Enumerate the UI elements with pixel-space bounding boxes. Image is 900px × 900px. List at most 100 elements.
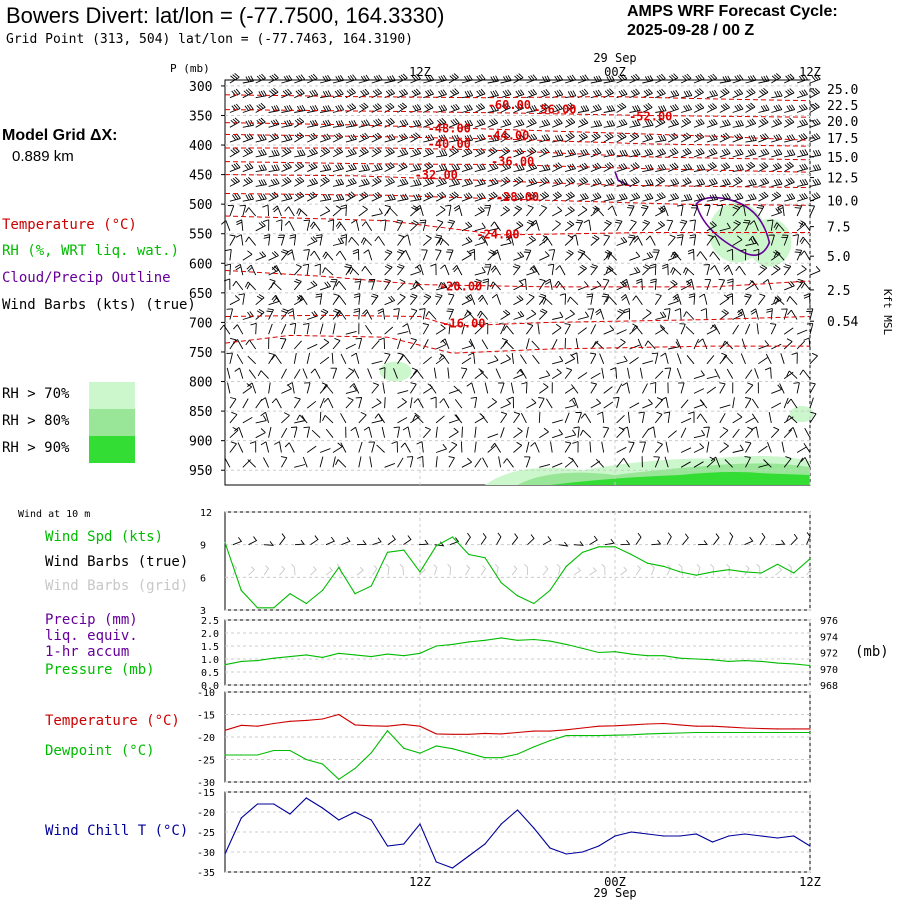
wind-barb: [629, 357, 639, 365]
wind-barb: [229, 295, 240, 306]
wind-barb-true: [263, 541, 274, 546]
temperature-tick-label: -25: [197, 756, 215, 767]
wind-barb: [660, 326, 669, 335]
wind-barb: [434, 293, 443, 305]
wind-barb: [461, 74, 473, 84]
wind-barb: [750, 426, 759, 438]
wind-barb: [303, 322, 310, 335]
wind-barb: [526, 398, 537, 409]
wind-barb: [242, 176, 253, 187]
dewpoint-line-point: [809, 731, 811, 734]
wind-barb: [358, 88, 370, 99]
wind-barb: [500, 354, 511, 365]
wind-barb: [603, 325, 615, 335]
wind-barb: [762, 279, 772, 291]
temperature-contour-label: -52.00: [629, 110, 672, 124]
wind-barb: [668, 104, 679, 113]
dewpoint-line-point: [760, 731, 762, 734]
wind-barb: [277, 234, 285, 246]
pressure-line-point: [565, 643, 567, 646]
wind-chill-line-point: [809, 845, 811, 847]
dewpoint-line-point: [484, 757, 486, 759]
wind-barb: [564, 400, 577, 409]
wind-barb: [552, 355, 564, 365]
wind-barb-true: [806, 532, 811, 545]
wind-barb: [307, 280, 318, 291]
wind-barb: [397, 293, 406, 306]
wind-10m-title: Wind at 10 m: [18, 509, 91, 520]
wind-barb: [474, 163, 486, 173]
wind-barb: [454, 399, 463, 409]
wind-barb: [448, 88, 460, 99]
wind-barb: [784, 134, 796, 143]
wind-barb: [268, 178, 280, 187]
wind-barb: [784, 88, 795, 99]
wind-barb: [302, 368, 308, 379]
dewpoint-line-point: [744, 731, 746, 734]
wind-barb: [448, 293, 455, 305]
wind-speed-line-point: [435, 545, 437, 547]
wind-barb: [530, 219, 540, 231]
wind-barb: [616, 73, 628, 84]
wind-barb: [271, 354, 282, 365]
wind-barb: [706, 103, 718, 113]
wind-barb: [229, 176, 240, 187]
wind-barb-true: [558, 541, 569, 547]
wind-barb: [685, 326, 695, 335]
temperature-contour-label: -28.00: [496, 190, 539, 204]
wind-barb: [758, 87, 769, 99]
wind-barb: [564, 386, 575, 394]
rh-swatch-80: [89, 409, 135, 436]
wind-barb: [804, 427, 811, 438]
wind-barb: [680, 117, 692, 128]
temperature-contour-label: -24.00: [476, 227, 519, 241]
wind-barb: [409, 293, 418, 305]
wind-chill-line-point: [386, 845, 389, 847]
wind-barb: [281, 308, 289, 320]
wind-barb: [234, 427, 244, 438]
wind-barb: [758, 264, 768, 276]
height-tick-label: 20.0: [827, 115, 858, 130]
wind-barb: [800, 457, 811, 468]
pressure-line-point: [744, 660, 746, 662]
wind-barb: [247, 459, 257, 468]
wind-barb: [226, 352, 233, 364]
legend-temperature: Temperature (°C): [2, 217, 137, 233]
wind-barb: [745, 118, 757, 128]
wind-barb: [654, 411, 663, 424]
wind-barbs-true-label: Wind Barbs (true): [45, 554, 189, 570]
wind-barb: [655, 220, 665, 232]
wind-barb: [423, 103, 434, 113]
wind-barb: [223, 278, 231, 290]
wind-barb: [799, 221, 811, 232]
wind-barb: [332, 193, 345, 202]
wind-barb: [314, 263, 321, 276]
wind-barb: [446, 249, 454, 261]
wind-barb-true: [527, 534, 535, 545]
precip-tick-label: 1.5: [201, 642, 219, 653]
pressure-tick-label: 600: [189, 257, 212, 272]
wind-barb: [423, 177, 435, 187]
wind-barb: [539, 134, 551, 143]
wind-barb: [268, 119, 280, 128]
wind-barb: [484, 382, 489, 394]
wind-barb: [732, 428, 740, 438]
wind-chill-line-point: [695, 833, 697, 835]
wind-barb: [482, 278, 489, 290]
wind-barb: [487, 433, 499, 439]
wind-barb: [783, 117, 795, 128]
wind-barb: [758, 191, 769, 202]
wind-barb: [745, 193, 757, 202]
wind-barb: [655, 117, 666, 128]
precip-label: Precip (mm): [45, 612, 138, 628]
wind-barb: [655, 148, 667, 158]
wind-barb: [601, 441, 605, 453]
wind-barb: [500, 427, 505, 438]
wind-barb: [559, 293, 567, 305]
wind-barb: [783, 327, 794, 335]
wind-barb: [227, 205, 235, 217]
wind-barb: [577, 105, 590, 113]
wind-barb: [242, 147, 253, 158]
pressure-tick-label: 968: [820, 681, 838, 692]
temperature-line-point: [256, 725, 259, 727]
